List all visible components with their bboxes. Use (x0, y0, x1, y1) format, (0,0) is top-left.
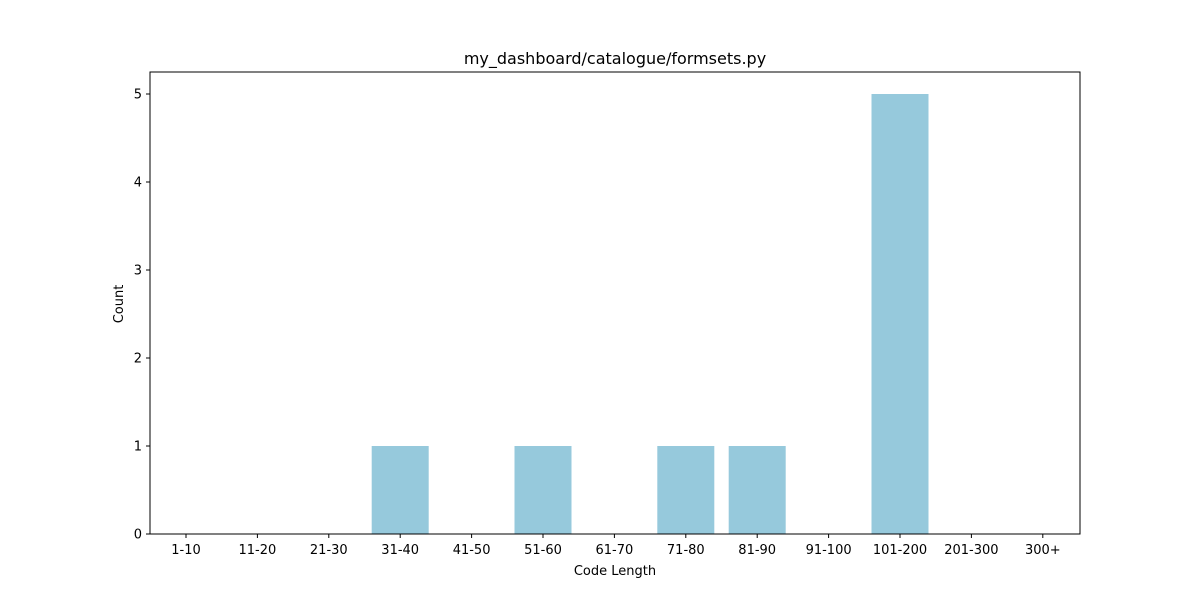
x-tick-label: 41-50 (453, 543, 491, 558)
bar-71-80 (657, 446, 715, 534)
bars-group (371, 94, 929, 534)
y-tick-label: 2 (134, 352, 142, 367)
x-tick-label: 51-60 (524, 543, 562, 558)
x-axis-ticks: 1-10 11-20 21-30 31-40 41-50 51-60 61-70 71-80 8… (171, 534, 1061, 558)
y-axis-ticks: 0 1 2 3 4 5 (134, 88, 150, 543)
y-axis-label: Count (112, 285, 127, 324)
x-tick-label: 71-80 (667, 543, 705, 558)
bar-51-60 (514, 446, 572, 534)
bar-101-200 (871, 94, 929, 534)
y-tick-label: 5 (134, 88, 142, 103)
y-tick-label: 4 (134, 176, 142, 191)
x-tick-label: 201-300 (944, 543, 998, 558)
x-tick-label: 91-100 (806, 543, 852, 558)
x-tick-label: 61-70 (596, 543, 634, 558)
x-tick-label: 31-40 (381, 543, 419, 558)
x-tick-label: 300+ (1025, 543, 1061, 558)
y-tick-label: 0 (134, 528, 142, 543)
x-tick-label: 81-90 (738, 543, 776, 558)
x-tick-label: 101-200 (873, 543, 927, 558)
bar-31-40 (371, 446, 429, 534)
x-axis-label: Code Length (574, 564, 656, 579)
y-tick-label: 3 (134, 264, 142, 279)
y-tick-label: 1 (134, 440, 142, 455)
x-tick-label: 1-10 (171, 543, 201, 558)
x-tick-label: 21-30 (310, 543, 348, 558)
bar-81-90 (728, 446, 786, 534)
chart-title: my_dashboard/catalogue/formsets.py (464, 49, 766, 69)
x-tick-label: 11-20 (239, 543, 277, 558)
plot-area-frame (149, 71, 1081, 535)
